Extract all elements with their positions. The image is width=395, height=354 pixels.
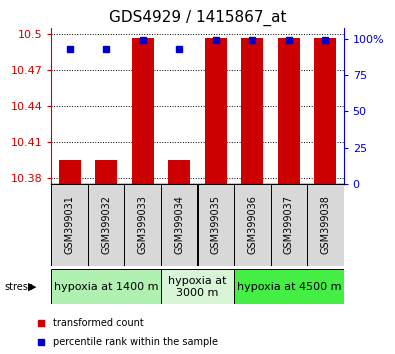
Text: GSM399033: GSM399033 — [138, 195, 148, 254]
Bar — [51, 269, 161, 304]
Text: hypoxia at 1400 m: hypoxia at 1400 m — [54, 282, 158, 292]
Text: GSM399036: GSM399036 — [247, 195, 257, 254]
Text: GSM399034: GSM399034 — [174, 195, 184, 254]
Bar — [307, 184, 344, 266]
Bar — [88, 184, 124, 266]
Bar — [59, 160, 81, 184]
Bar — [241, 38, 263, 184]
Bar — [124, 184, 161, 266]
Bar — [168, 160, 190, 184]
Text: percentile rank within the sample: percentile rank within the sample — [53, 337, 218, 348]
Bar — [51, 184, 88, 266]
Text: GSM399031: GSM399031 — [65, 195, 75, 254]
Bar — [161, 269, 234, 304]
Text: hypoxia at 4500 m: hypoxia at 4500 m — [237, 282, 341, 292]
Text: ▶: ▶ — [28, 282, 37, 292]
Text: stress: stress — [4, 282, 33, 292]
Bar — [234, 269, 344, 304]
Bar — [132, 38, 154, 184]
Text: GSM399038: GSM399038 — [320, 195, 330, 254]
Text: GSM399035: GSM399035 — [211, 195, 221, 254]
Text: GSM399037: GSM399037 — [284, 195, 294, 254]
Bar — [205, 38, 227, 184]
Text: GSM399032: GSM399032 — [101, 195, 111, 254]
Bar — [314, 38, 336, 184]
Bar — [95, 160, 117, 184]
Text: hypoxia at
3000 m: hypoxia at 3000 m — [168, 276, 227, 298]
Bar — [271, 184, 307, 266]
Bar — [234, 184, 271, 266]
Bar — [198, 184, 234, 266]
Bar — [278, 38, 300, 184]
Bar — [161, 184, 198, 266]
Title: GDS4929 / 1415867_at: GDS4929 / 1415867_at — [109, 9, 286, 25]
Text: transformed count: transformed count — [53, 318, 144, 328]
